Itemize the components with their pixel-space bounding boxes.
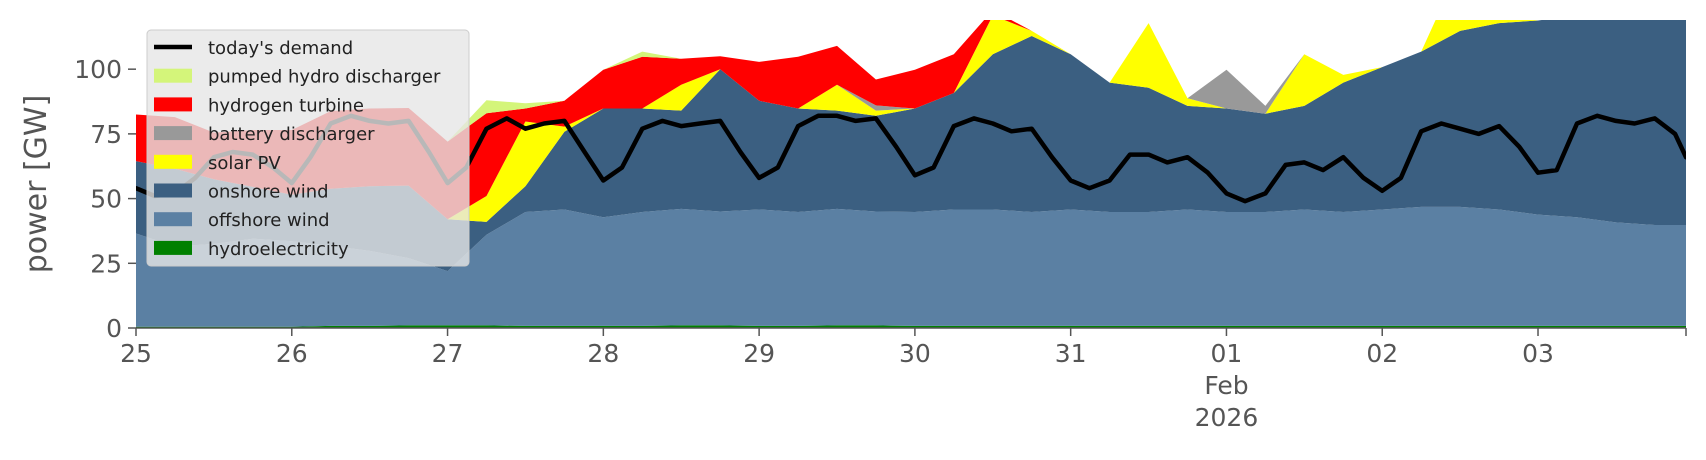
legend: today's demand pumped hydro discharger hyd…: [146, 29, 470, 267]
x-tick-label: 26: [276, 339, 308, 368]
legend-label: today's demand: [208, 38, 353, 59]
legend-swatch: [154, 212, 192, 227]
x-tick-label: 03: [1522, 339, 1554, 368]
legend-swatch: [154, 126, 192, 141]
legend-swatch: [154, 240, 192, 255]
x-tick-label: 01: [1211, 339, 1243, 368]
y-tick-label: 50: [90, 185, 122, 214]
y-axis-label: power [GW]: [19, 95, 54, 274]
stacked-area-layer: [136, 20, 1686, 328]
y-tick-label: 75: [90, 120, 122, 149]
legend-box: [146, 29, 470, 267]
legend-label: hydrogen turbine: [208, 95, 364, 116]
y-tick-label: 0: [106, 314, 122, 343]
legend-label: battery discharger: [208, 124, 375, 145]
area-pumped-hydro-discharger: [136, 20, 1542, 142]
legend-swatch: [154, 97, 192, 112]
x-tick-label: 29: [743, 339, 775, 368]
x-tick-label: 30: [899, 339, 931, 368]
legend-label: solar PV: [208, 153, 281, 174]
area-onshore-wind: [136, 20, 1686, 272]
x-tick-label: 02: [1366, 339, 1398, 368]
y-tick-label: 100: [74, 55, 122, 84]
legend-swatch: [154, 154, 192, 169]
legend-label: offshore wind: [208, 210, 330, 231]
legend-swatch: [154, 68, 192, 83]
x-tick-label: 31: [1055, 339, 1087, 368]
x-tick-label: 28: [587, 339, 619, 368]
x-tick-label: 25: [120, 339, 152, 368]
area-hydrogen-turbine: [136, 20, 1542, 220]
x-tick-label: 27: [432, 339, 464, 368]
x-year-label: 2026: [1195, 403, 1259, 432]
legend-label: pumped hydro discharger: [208, 67, 441, 88]
legend-swatch: [154, 183, 192, 198]
area-offshore-wind: [136, 206, 1686, 327]
legend-label: onshore wind: [208, 182, 329, 203]
legend-label: hydroelectricity: [208, 239, 349, 260]
y-tick-label: 25: [90, 249, 122, 278]
x-month-label: Feb: [1204, 371, 1248, 400]
